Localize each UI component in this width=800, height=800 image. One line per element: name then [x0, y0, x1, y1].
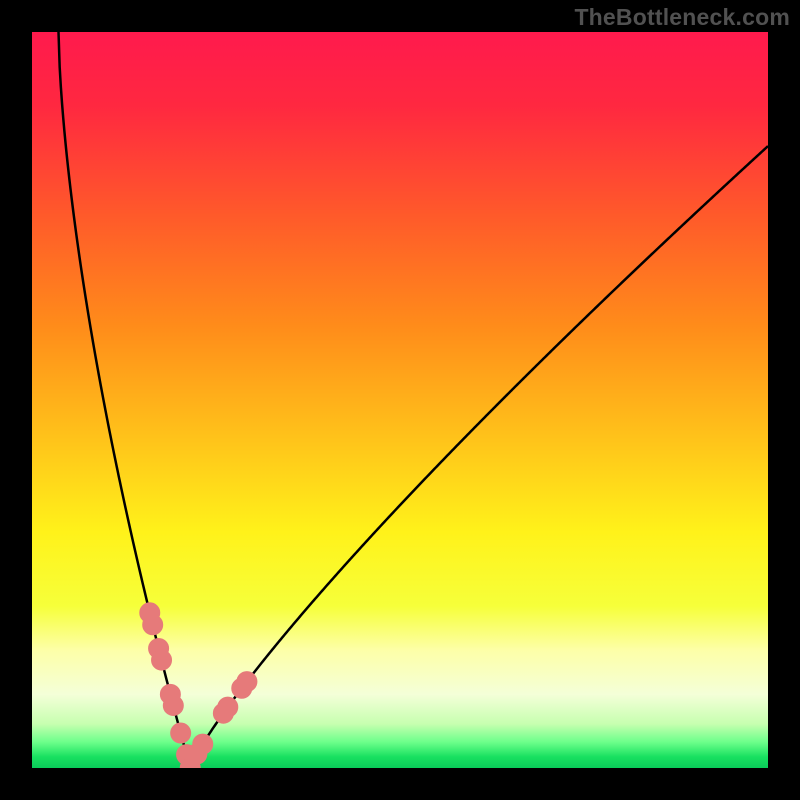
data-marker — [171, 723, 191, 743]
watermark-text: TheBottleneck.com — [574, 4, 790, 31]
bottleneck-chart — [32, 32, 768, 768]
data-marker — [143, 615, 163, 635]
data-marker — [152, 650, 172, 670]
data-marker — [218, 697, 238, 717]
data-marker — [237, 672, 257, 692]
gradient-background — [32, 32, 768, 768]
data-marker — [163, 696, 183, 716]
chart-container: TheBottleneck.com — [0, 0, 800, 800]
data-marker — [193, 734, 213, 754]
